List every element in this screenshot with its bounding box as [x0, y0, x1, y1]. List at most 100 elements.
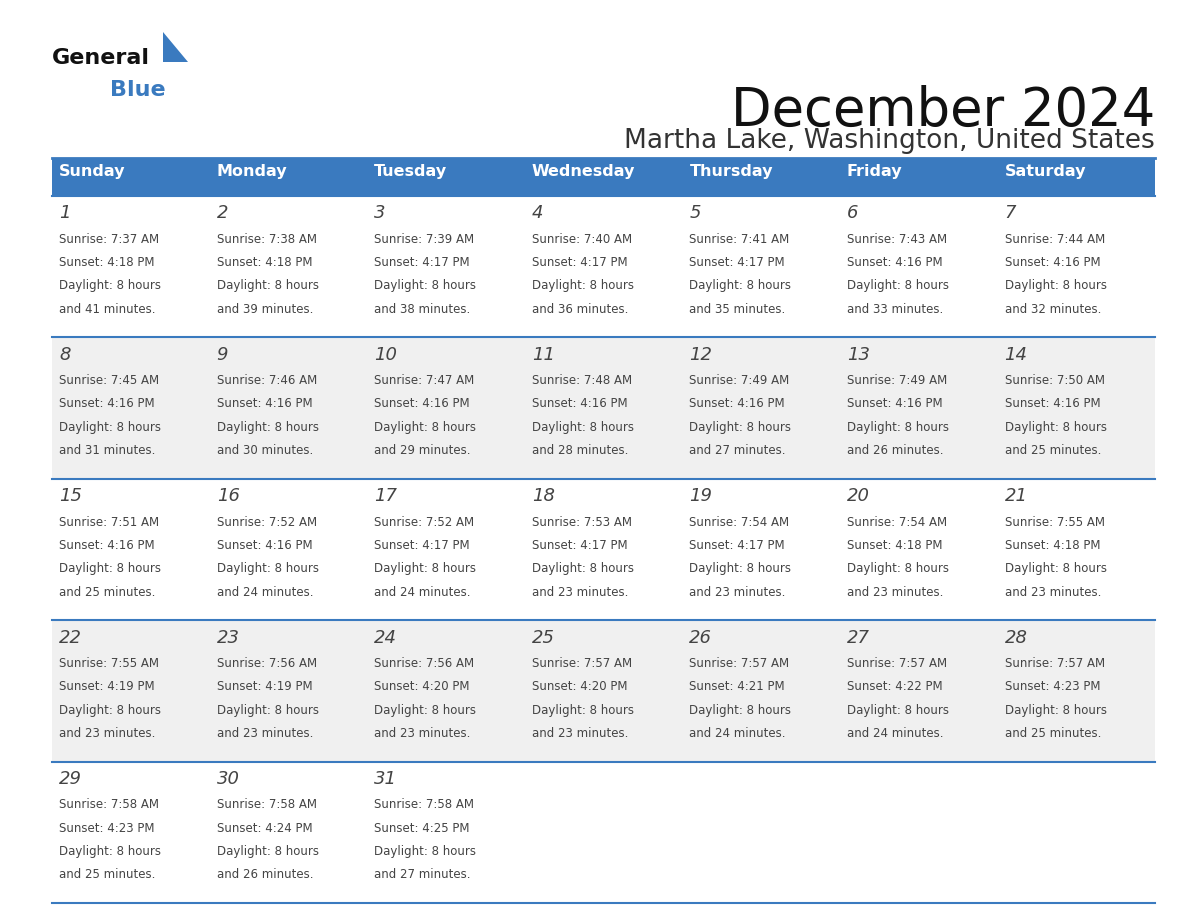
Text: December 2024: December 2024 [731, 85, 1155, 137]
Text: Sunrise: 7:55 AM: Sunrise: 7:55 AM [59, 657, 159, 670]
Text: Daylight: 8 hours: Daylight: 8 hours [1005, 279, 1106, 293]
Bar [682, 158, 840, 196]
Text: and 38 minutes.: and 38 minutes. [374, 303, 470, 316]
Text: Sunset: 4:17 PM: Sunset: 4:17 PM [532, 256, 627, 269]
Text: Sunrise: 7:47 AM: Sunrise: 7:47 AM [374, 375, 474, 387]
Text: Daylight: 8 hours: Daylight: 8 hours [216, 279, 318, 293]
Text: and 36 minutes.: and 36 minutes. [532, 303, 628, 316]
Text: Sunset: 4:17 PM: Sunset: 4:17 PM [689, 256, 785, 269]
Text: Sunrise: 7:57 AM: Sunrise: 7:57 AM [1005, 657, 1105, 670]
Text: Sunset: 4:17 PM: Sunset: 4:17 PM [689, 539, 785, 552]
Text: and 23 minutes.: and 23 minutes. [374, 727, 470, 740]
Text: Sunrise: 7:49 AM: Sunrise: 7:49 AM [847, 375, 947, 387]
Text: Sunrise: 7:48 AM: Sunrise: 7:48 AM [532, 375, 632, 387]
Text: and 31 minutes.: and 31 minutes. [59, 444, 156, 457]
Text: Sunset: 4:18 PM: Sunset: 4:18 PM [1005, 539, 1100, 552]
Text: Daylight: 8 hours: Daylight: 8 hours [374, 562, 476, 576]
Text: Sunset: 4:23 PM: Sunset: 4:23 PM [59, 822, 154, 834]
Bar [525, 158, 682, 196]
Text: Sunset: 4:17 PM: Sunset: 4:17 PM [374, 256, 470, 269]
Bar [52, 338, 1155, 479]
Text: Daylight: 8 hours: Daylight: 8 hours [689, 562, 791, 576]
Text: Sunrise: 7:54 AM: Sunrise: 7:54 AM [689, 516, 790, 529]
Text: Sunset: 4:20 PM: Sunset: 4:20 PM [374, 680, 469, 693]
Bar [840, 158, 998, 196]
Text: 2: 2 [216, 205, 228, 222]
Text: and 28 minutes.: and 28 minutes. [532, 444, 628, 457]
Text: 16: 16 [216, 487, 240, 505]
Text: and 24 minutes.: and 24 minutes. [374, 586, 470, 599]
Text: and 23 minutes.: and 23 minutes. [689, 586, 785, 599]
Text: Friday: Friday [847, 164, 903, 179]
Text: 21: 21 [1005, 487, 1028, 505]
Text: Daylight: 8 hours: Daylight: 8 hours [532, 279, 634, 293]
Text: Daylight: 8 hours: Daylight: 8 hours [532, 703, 634, 717]
Text: 15: 15 [59, 487, 82, 505]
Text: 24: 24 [374, 629, 397, 646]
Text: Sunset: 4:16 PM: Sunset: 4:16 PM [216, 397, 312, 410]
Text: 9: 9 [216, 346, 228, 364]
Text: and 25 minutes.: and 25 minutes. [1005, 727, 1101, 740]
Text: Sunset: 4:18 PM: Sunset: 4:18 PM [847, 539, 942, 552]
Text: Sunset: 4:19 PM: Sunset: 4:19 PM [216, 680, 312, 693]
Text: Sunset: 4:17 PM: Sunset: 4:17 PM [532, 539, 627, 552]
Text: Sunset: 4:16 PM: Sunset: 4:16 PM [1005, 397, 1100, 410]
Text: Martha Lake, Washington, United States: Martha Lake, Washington, United States [624, 128, 1155, 154]
Text: 18: 18 [532, 487, 555, 505]
Bar [367, 158, 525, 196]
Text: Sunrise: 7:58 AM: Sunrise: 7:58 AM [216, 799, 317, 812]
Text: 27: 27 [847, 629, 870, 646]
Text: Sunrise: 7:39 AM: Sunrise: 7:39 AM [374, 233, 474, 246]
Text: and 32 minutes.: and 32 minutes. [1005, 303, 1101, 316]
Text: Daylight: 8 hours: Daylight: 8 hours [689, 703, 791, 717]
Text: Sunset: 4:21 PM: Sunset: 4:21 PM [689, 680, 785, 693]
Text: Daylight: 8 hours: Daylight: 8 hours [216, 420, 318, 434]
Text: 1: 1 [59, 205, 70, 222]
Text: Sunset: 4:18 PM: Sunset: 4:18 PM [59, 256, 154, 269]
Text: Sunset: 4:16 PM: Sunset: 4:16 PM [1005, 256, 1100, 269]
Text: and 24 minutes.: and 24 minutes. [847, 727, 943, 740]
Text: Monday: Monday [216, 164, 287, 179]
Text: Sunrise: 7:49 AM: Sunrise: 7:49 AM [689, 375, 790, 387]
Text: 17: 17 [374, 487, 397, 505]
Text: Daylight: 8 hours: Daylight: 8 hours [59, 279, 162, 293]
Text: 7: 7 [1005, 205, 1016, 222]
Text: and 25 minutes.: and 25 minutes. [1005, 444, 1101, 457]
Text: and 26 minutes.: and 26 minutes. [216, 868, 314, 881]
Text: 10: 10 [374, 346, 397, 364]
Text: Daylight: 8 hours: Daylight: 8 hours [59, 703, 162, 717]
Text: 28: 28 [1005, 629, 1028, 646]
Text: and 25 minutes.: and 25 minutes. [59, 868, 156, 881]
Text: Daylight: 8 hours: Daylight: 8 hours [59, 420, 162, 434]
Bar [52, 196, 1155, 338]
Text: 23: 23 [216, 629, 240, 646]
Bar [52, 762, 1155, 903]
Text: Sunset: 4:17 PM: Sunset: 4:17 PM [374, 539, 470, 552]
Text: 29: 29 [59, 770, 82, 788]
Text: Daylight: 8 hours: Daylight: 8 hours [847, 279, 949, 293]
Text: and 25 minutes.: and 25 minutes. [59, 586, 156, 599]
Text: Daylight: 8 hours: Daylight: 8 hours [532, 562, 634, 576]
Text: Sunday: Sunday [59, 164, 126, 179]
Text: Sunrise: 7:57 AM: Sunrise: 7:57 AM [847, 657, 947, 670]
Text: Sunset: 4:16 PM: Sunset: 4:16 PM [59, 397, 154, 410]
Polygon shape [163, 32, 188, 62]
Text: 30: 30 [216, 770, 240, 788]
Text: 26: 26 [689, 629, 713, 646]
Text: Sunset: 4:23 PM: Sunset: 4:23 PM [1005, 680, 1100, 693]
Text: Sunset: 4:22 PM: Sunset: 4:22 PM [847, 680, 942, 693]
Bar [52, 621, 1155, 762]
Text: Saturday: Saturday [1005, 164, 1086, 179]
Text: Sunrise: 7:52 AM: Sunrise: 7:52 AM [216, 516, 317, 529]
Text: and 29 minutes.: and 29 minutes. [374, 444, 470, 457]
Text: and 33 minutes.: and 33 minutes. [847, 303, 943, 316]
Text: 6: 6 [847, 205, 859, 222]
Text: Daylight: 8 hours: Daylight: 8 hours [216, 845, 318, 858]
Text: and 23 minutes.: and 23 minutes. [59, 727, 156, 740]
Text: and 39 minutes.: and 39 minutes. [216, 303, 312, 316]
Text: 8: 8 [59, 346, 70, 364]
Text: Daylight: 8 hours: Daylight: 8 hours [374, 845, 476, 858]
Text: Sunset: 4:16 PM: Sunset: 4:16 PM [689, 397, 785, 410]
Text: Sunrise: 7:57 AM: Sunrise: 7:57 AM [532, 657, 632, 670]
Text: Tuesday: Tuesday [374, 164, 448, 179]
